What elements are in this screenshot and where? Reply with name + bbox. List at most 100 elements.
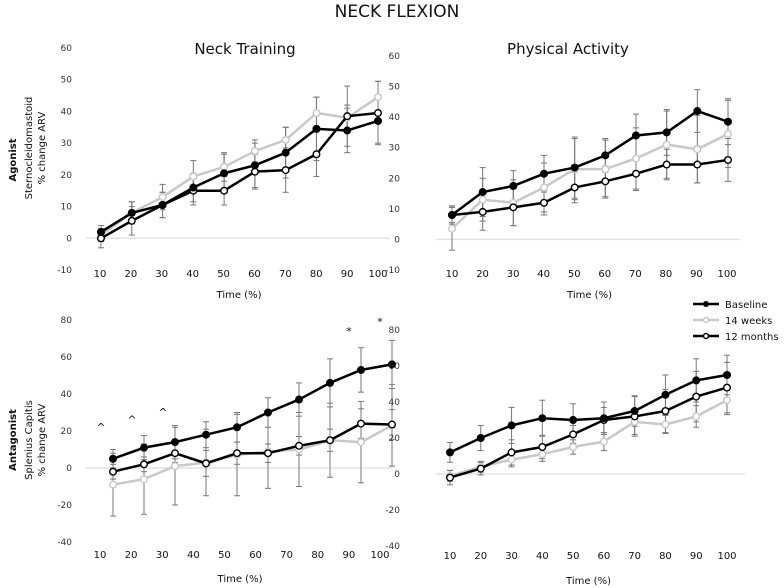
column-title-neck-training: Neck Training <box>194 40 295 58</box>
x-tick-label: 60 <box>249 550 262 561</box>
data-point-baseline <box>96 227 105 236</box>
x-tick-label: 80 <box>660 269 673 280</box>
data-point-14-weeks <box>540 183 549 192</box>
x-tick-label: 100 <box>717 269 736 280</box>
data-point-12-months <box>693 160 702 169</box>
x-tick-label: 50 <box>568 269 581 280</box>
x-tick-label: 90 <box>343 550 356 561</box>
x-axis-label: Time (%) <box>216 290 262 301</box>
x-tick-label: 50 <box>218 550 231 561</box>
x-axis-label: Time (%) <box>565 576 611 587</box>
y-axis-label-antagonist-unit: % change ARV <box>37 403 48 476</box>
data-point-14-weeks <box>693 145 702 154</box>
y-tick-label: -40 <box>57 538 72 548</box>
legend-label-12-months: 12 months <box>725 332 779 343</box>
x-tick-label: 100 <box>368 269 387 280</box>
x-tick-label: 30 <box>507 269 520 280</box>
y-tick-label: 60 <box>389 362 401 372</box>
data-point-12-months <box>170 449 179 458</box>
significance-marker: ^ <box>96 421 105 434</box>
data-point-baseline <box>312 124 321 133</box>
data-point-12-months <box>632 169 641 178</box>
data-point-12-months <box>264 449 273 458</box>
y-tick-label: -10 <box>385 266 400 276</box>
data-point-14-weeks <box>448 224 457 233</box>
legend-marker-12-months <box>702 332 710 340</box>
data-point-baseline <box>343 126 352 135</box>
data-point-14-weeks <box>723 396 732 405</box>
data-point-baseline <box>599 414 608 423</box>
data-point-baseline <box>189 183 198 192</box>
data-point-baseline <box>570 163 579 172</box>
x-tick-label: 40 <box>187 550 200 561</box>
data-point-12-months <box>540 198 549 207</box>
data-point-14-weeks <box>661 420 670 429</box>
data-point-14-weeks <box>357 438 366 447</box>
data-point-14-weeks <box>281 135 290 144</box>
data-point-14-weeks <box>312 109 321 118</box>
series-line-12-months <box>449 386 728 479</box>
panel-neck-training-agonist: -10 0 10 20 30 40 50 60 10 20 30 40 50 60 70 80 90 100 Tim… <box>57 44 390 301</box>
legend-marker-14-weeks <box>702 316 710 324</box>
chart-title: NECK FLEXION <box>335 2 460 22</box>
data-point-14-weeks <box>724 129 733 138</box>
x-axis-label: Time (%) <box>217 574 263 585</box>
series-line-14-weeks <box>451 132 729 230</box>
series-line-14-weeks <box>449 399 728 477</box>
data-point-baseline <box>170 438 179 447</box>
data-point-baseline <box>220 169 229 178</box>
significance-marker: * <box>377 316 383 329</box>
y-tick-label: 0 <box>66 234 72 244</box>
y-tick-label: 40 <box>61 107 73 117</box>
data-point-12-months <box>250 167 259 176</box>
legend-label-baseline: Baseline <box>725 300 767 311</box>
data-point-baseline <box>264 408 273 417</box>
data-point-14-weeks <box>662 140 671 149</box>
legend-12-months: 12 months <box>693 332 779 343</box>
x-tick-label: 20 <box>476 269 489 280</box>
data-point-baseline <box>723 371 732 380</box>
data-point-12-months <box>723 383 732 392</box>
x-tick-label: 100 <box>370 550 389 561</box>
legend-marker-baseline <box>703 301 709 307</box>
data-point-baseline <box>632 131 641 140</box>
data-point-14-weeks <box>250 147 259 156</box>
y-tick-label: 60 <box>61 44 73 54</box>
series-line-14-weeks <box>112 424 393 486</box>
y-tick-label: -10 <box>57 266 72 276</box>
data-point-12-months <box>388 420 397 429</box>
data-point-baseline <box>108 454 117 463</box>
row-label-antagonist: Antagonist <box>8 409 19 471</box>
data-point-12-months <box>692 392 701 401</box>
x-tick-label: 40 <box>537 269 550 280</box>
data-point-12-months <box>661 407 670 416</box>
data-point-12-months <box>724 155 733 164</box>
y-tick-label: 60 <box>61 353 73 363</box>
data-point-14-weeks <box>632 154 641 163</box>
x-tick-label: 80 <box>311 550 324 561</box>
y-tick-label: 40 <box>389 398 401 408</box>
x-tick-label: 100 <box>717 551 736 562</box>
significance-marker: ^ <box>127 414 136 427</box>
y-axis-label-splenius-capitis: Splenius Capitis <box>24 400 35 480</box>
data-point-baseline <box>127 208 136 217</box>
series-line-baseline <box>449 373 728 454</box>
data-point-baseline <box>692 376 701 385</box>
y-tick-label: 30 <box>61 139 73 149</box>
data-point-baseline <box>662 128 671 137</box>
data-point-baseline <box>448 210 457 219</box>
series-line-baseline <box>112 363 393 460</box>
series-line-baseline <box>451 109 729 216</box>
y-tick-label: 50 <box>61 76 73 86</box>
legend: Baseline 14 weeks 12 months <box>693 300 779 343</box>
data-point-baseline <box>326 378 335 387</box>
data-point-14-weeks <box>108 480 117 489</box>
x-axis-label: Time (%) <box>566 290 612 301</box>
series-line-12-months <box>100 111 379 240</box>
series-line-12-months <box>112 422 393 473</box>
y-tick-label: 20 <box>389 434 401 444</box>
data-point-14-weeks <box>538 450 547 459</box>
data-point-baseline <box>374 116 383 125</box>
data-point-baseline <box>509 181 518 190</box>
data-point-12-months <box>139 460 148 469</box>
